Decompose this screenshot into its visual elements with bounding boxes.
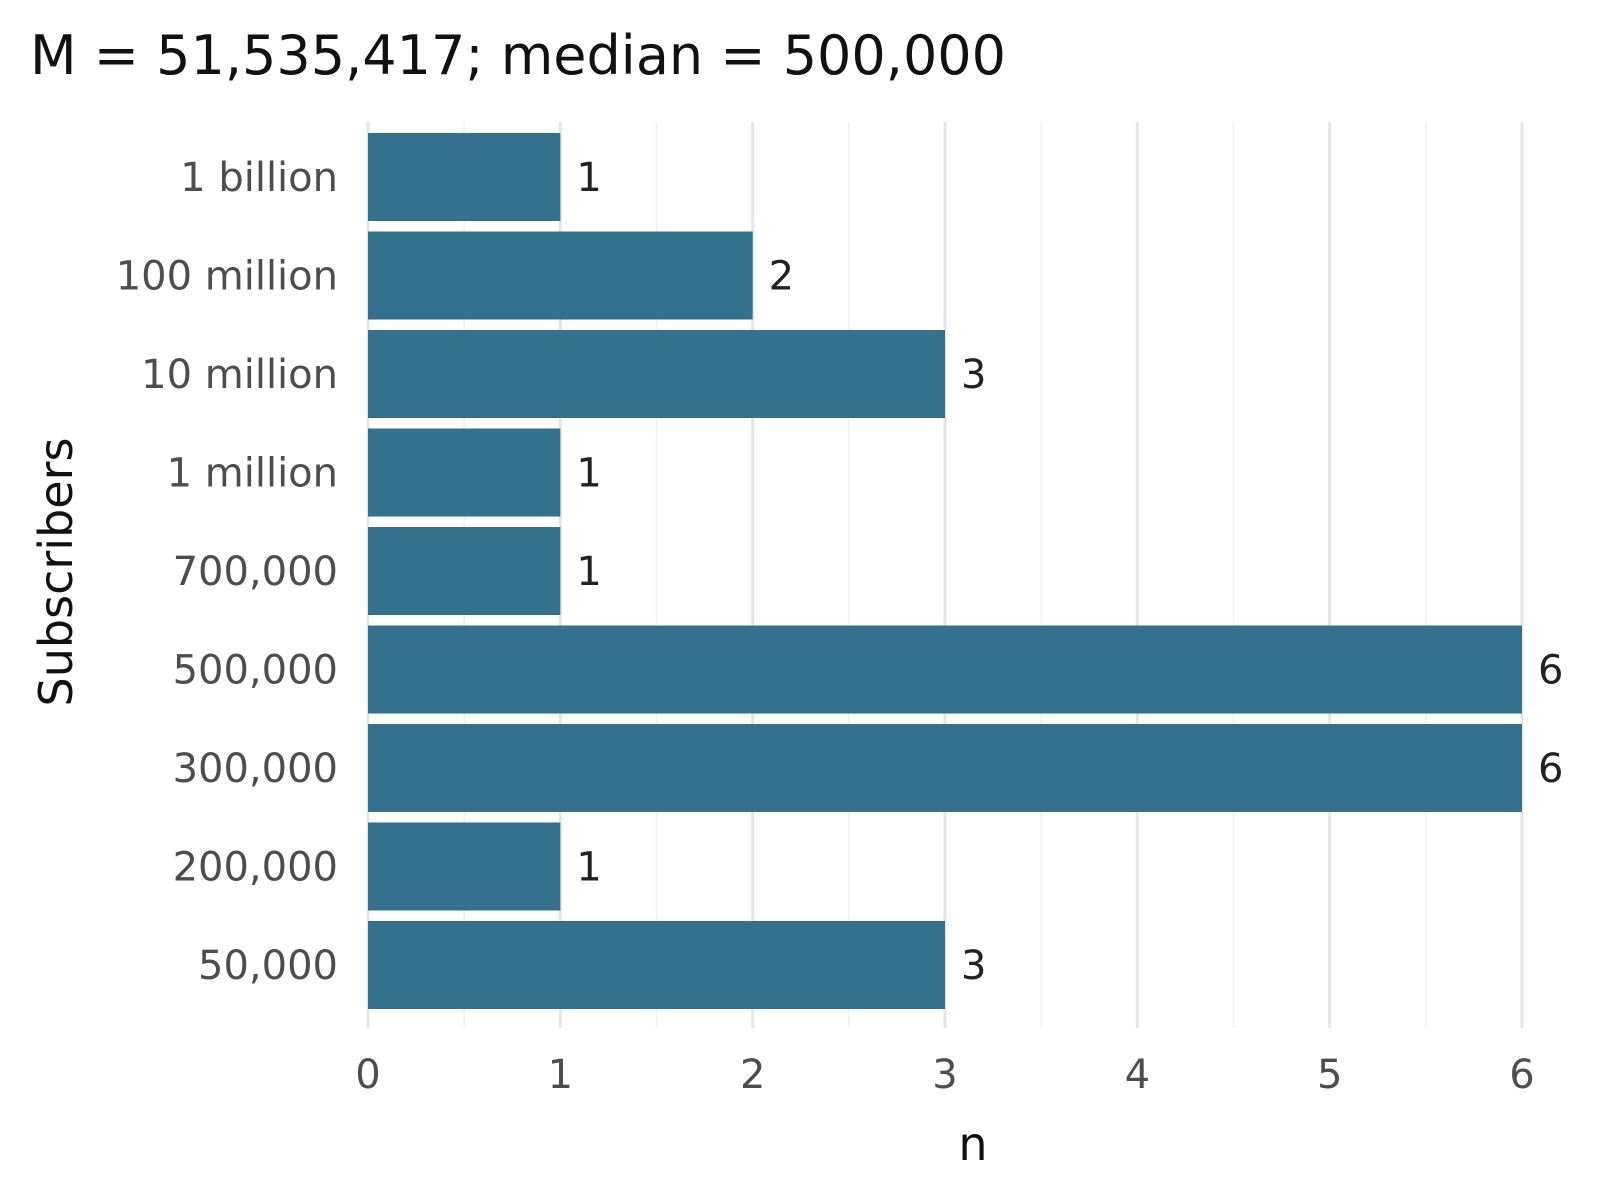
data-label: 2 [769, 254, 794, 300]
chart-title: M = 51,535,417; median = 500,000 [30, 24, 1006, 87]
bar [368, 231, 753, 320]
y-tick-label: 700,000 [173, 549, 338, 595]
y-tick-label: 1 billion [180, 155, 338, 201]
bars-layer [368, 133, 1522, 1009]
y-tick-label: 100 million [116, 254, 338, 300]
bar [368, 822, 561, 911]
bar [368, 330, 945, 418]
y-tick-label: 200,000 [173, 845, 338, 891]
bar [368, 428, 561, 517]
bar [368, 921, 945, 1009]
x-tick-label: 6 [1509, 1052, 1534, 1098]
data-label: 3 [961, 352, 986, 398]
x-axis-title: n [958, 1117, 987, 1171]
data-label: 1 [576, 155, 601, 201]
y-tick-labels: 1 billion 100 million 10 million 1 million 7… [116, 155, 338, 989]
data-labels: 1 2 3 1 1 6 6 1 3 [576, 155, 1563, 989]
data-label: 3 [961, 943, 986, 989]
x-tick-label: 2 [740, 1052, 765, 1098]
y-tick-label: 300,000 [173, 746, 338, 792]
y-tick-label: 10 million [141, 352, 338, 398]
x-tick-label: 0 [355, 1052, 380, 1098]
bar [368, 625, 1522, 714]
x-tick-label: 3 [932, 1052, 957, 1098]
y-tick-label: 500,000 [173, 648, 338, 694]
data-label: 1 [576, 451, 601, 497]
data-label: 1 [576, 845, 601, 891]
x-tick-label: 5 [1317, 1052, 1342, 1098]
x-tick-label: 4 [1125, 1052, 1150, 1098]
data-label: 1 [576, 549, 601, 595]
bar [368, 527, 561, 615]
bar [368, 724, 1522, 812]
data-label: 6 [1538, 746, 1563, 792]
x-tick-label: 1 [548, 1052, 573, 1098]
y-tick-label: 50,000 [198, 943, 338, 989]
bar [368, 133, 561, 221]
x-tick-labels: 0 1 2 3 4 5 6 [355, 1052, 1534, 1098]
data-label: 6 [1538, 648, 1563, 694]
y-tick-label: 1 million [167, 451, 338, 497]
y-axis-title: Subscribers [29, 438, 83, 707]
